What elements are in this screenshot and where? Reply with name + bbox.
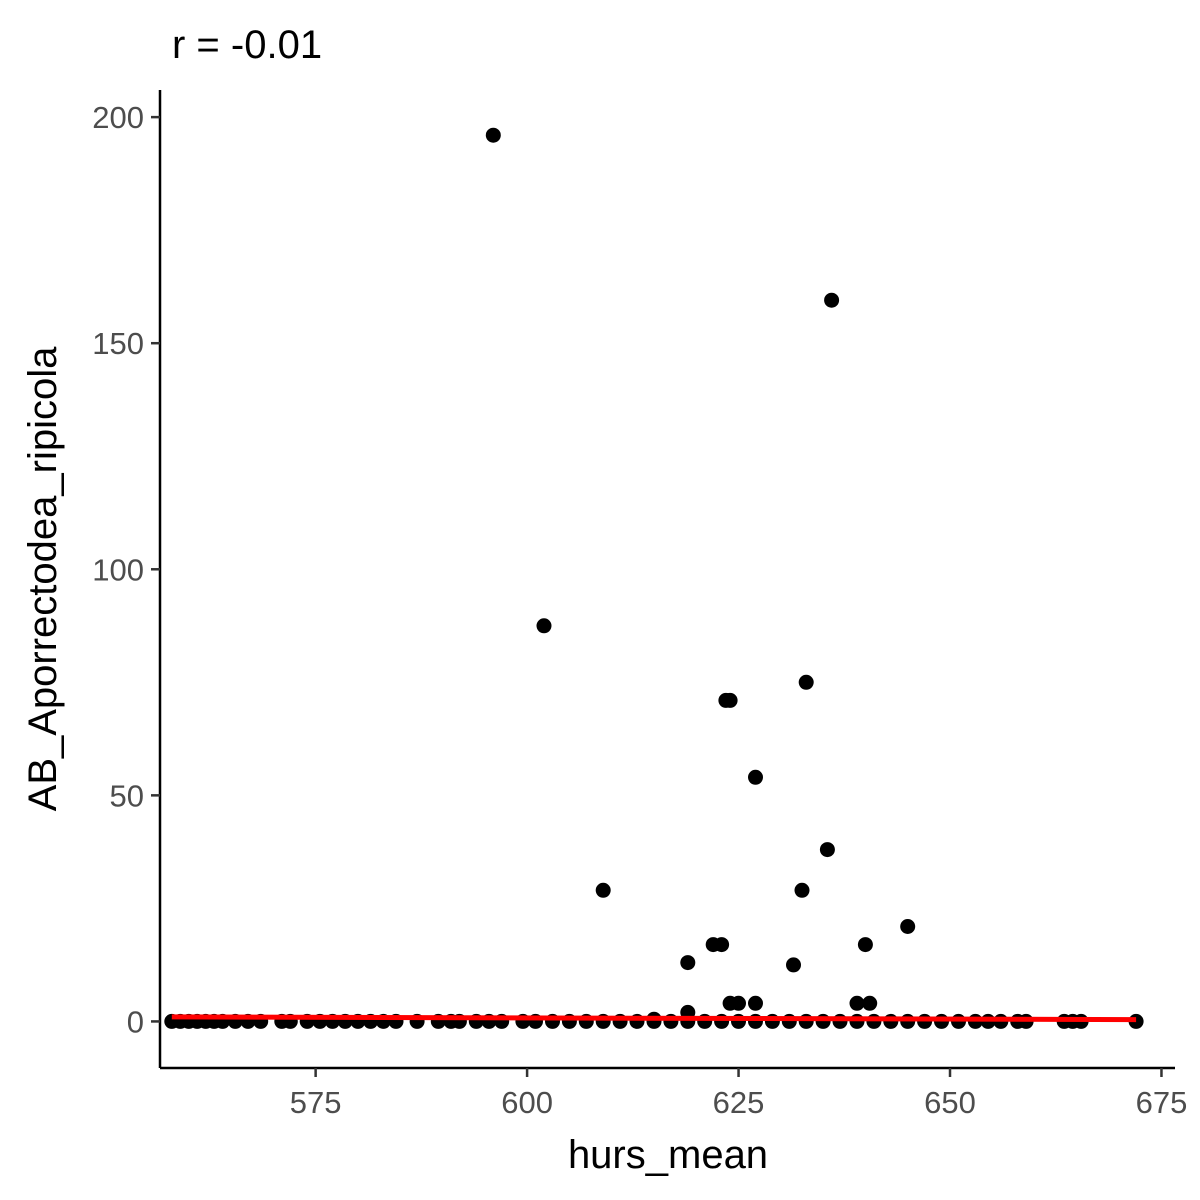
data-point <box>680 955 696 971</box>
chart-title: r = -0.01 <box>172 23 322 67</box>
x-tick-label: 650 <box>924 1085 976 1120</box>
y-tick-label: 100 <box>92 552 144 587</box>
data-point <box>748 995 763 1011</box>
data-point <box>824 292 840 308</box>
y-axis-label: AB_Aporrectodea_ripicola <box>21 346 65 811</box>
data-point <box>866 1013 882 1029</box>
data-point <box>798 1013 814 1029</box>
data-point <box>536 618 552 634</box>
data-point <box>862 995 878 1011</box>
data-point <box>786 957 801 973</box>
points-layer <box>164 127 1144 1029</box>
x-tick-label: 575 <box>290 1085 342 1120</box>
data-point <box>849 1013 865 1029</box>
x-tick-label: 625 <box>713 1085 765 1120</box>
data-point <box>815 1013 831 1029</box>
y-tick-label: 200 <box>92 100 144 135</box>
x-tick-label: 675 <box>1136 1085 1188 1120</box>
data-point <box>900 919 916 934</box>
data-point <box>485 127 501 143</box>
data-point <box>819 842 835 858</box>
x-axis-ticks: 575 600 625 650 675 <box>290 1068 1188 1120</box>
data-point <box>722 692 738 708</box>
data-point <box>731 995 746 1011</box>
y-axis-ticks: 0 50 100 150 200 <box>92 100 160 1039</box>
x-axis-label: hurs_mean <box>568 1133 768 1177</box>
data-point <box>849 995 865 1011</box>
trend-layer <box>171 1014 1137 1023</box>
y-tick-label: 50 <box>110 778 144 813</box>
data-point <box>748 769 763 785</box>
data-point <box>832 1013 848 1029</box>
data-point <box>714 937 730 953</box>
data-point <box>794 882 810 898</box>
x-tick-label: 600 <box>501 1085 553 1120</box>
trend-line <box>171 1014 1137 1023</box>
data-point <box>857 937 873 953</box>
y-tick-label: 150 <box>92 326 144 361</box>
data-point <box>798 674 814 690</box>
data-point <box>595 882 611 898</box>
y-tick-label: 0 <box>127 1004 144 1039</box>
